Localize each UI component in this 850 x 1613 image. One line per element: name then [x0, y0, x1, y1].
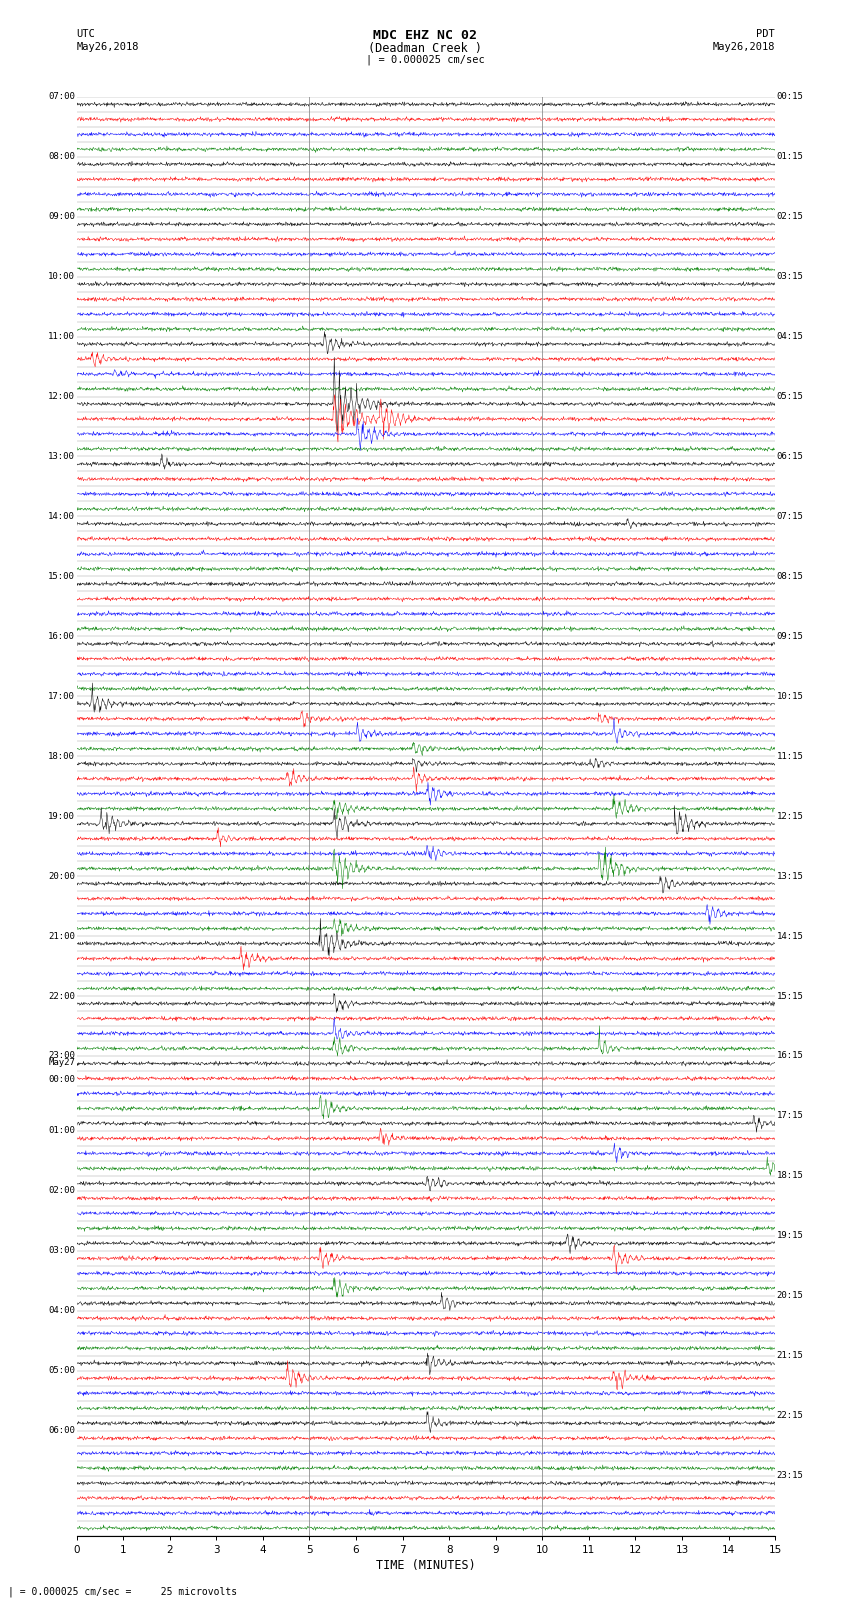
Text: 06:15: 06:15: [777, 452, 803, 461]
Text: 12:15: 12:15: [777, 811, 803, 821]
Text: 11:00: 11:00: [48, 332, 75, 340]
Text: 15:15: 15:15: [777, 992, 803, 1000]
Text: 03:00: 03:00: [48, 1247, 75, 1255]
X-axis label: TIME (MINUTES): TIME (MINUTES): [376, 1558, 476, 1571]
Text: 08:15: 08:15: [777, 573, 803, 581]
Text: 16:00: 16:00: [48, 632, 75, 640]
Text: 20:00: 20:00: [48, 871, 75, 881]
Text: 00:15: 00:15: [777, 92, 803, 102]
Text: 04:15: 04:15: [777, 332, 803, 340]
Text: 21:15: 21:15: [777, 1352, 803, 1360]
Text: 10:00: 10:00: [48, 273, 75, 281]
Text: 10:15: 10:15: [777, 692, 803, 700]
Text: 16:15: 16:15: [777, 1052, 803, 1060]
Text: 09:00: 09:00: [48, 213, 75, 221]
Text: 13:00: 13:00: [48, 452, 75, 461]
Text: 22:00: 22:00: [48, 992, 75, 1000]
Text: 18:00: 18:00: [48, 752, 75, 761]
Text: 08:00: 08:00: [48, 152, 75, 161]
Text: 05:00: 05:00: [48, 1366, 75, 1376]
Text: 17:15: 17:15: [777, 1111, 803, 1121]
Text: 22:15: 22:15: [777, 1411, 803, 1419]
Text: | = 0.000025 cm/sec: | = 0.000025 cm/sec: [366, 55, 484, 66]
Text: 23:15: 23:15: [777, 1471, 803, 1481]
Text: PDT: PDT: [756, 29, 775, 39]
Text: 03:15: 03:15: [777, 273, 803, 281]
Text: May26,2018: May26,2018: [712, 42, 775, 52]
Text: 07:15: 07:15: [777, 511, 803, 521]
Text: 02:15: 02:15: [777, 213, 803, 221]
Text: 12:00: 12:00: [48, 392, 75, 402]
Text: May27: May27: [48, 1058, 75, 1066]
Text: 19:00: 19:00: [48, 811, 75, 821]
Text: 18:15: 18:15: [777, 1171, 803, 1181]
Text: 17:00: 17:00: [48, 692, 75, 700]
Text: | = 0.000025 cm/sec =     25 microvolts: | = 0.000025 cm/sec = 25 microvolts: [8, 1586, 238, 1597]
Text: May26,2018: May26,2018: [76, 42, 139, 52]
Text: 06:00: 06:00: [48, 1426, 75, 1436]
Text: 20:15: 20:15: [777, 1292, 803, 1300]
Text: UTC: UTC: [76, 29, 95, 39]
Text: 05:15: 05:15: [777, 392, 803, 402]
Text: 02:00: 02:00: [48, 1187, 75, 1195]
Text: 21:00: 21:00: [48, 932, 75, 940]
Text: 14:00: 14:00: [48, 511, 75, 521]
Text: (Deadman Creek ): (Deadman Creek ): [368, 42, 482, 55]
Text: 23:00: 23:00: [48, 1052, 75, 1060]
Text: 01:15: 01:15: [777, 152, 803, 161]
Text: 11:15: 11:15: [777, 752, 803, 761]
Text: 09:15: 09:15: [777, 632, 803, 640]
Text: 14:15: 14:15: [777, 932, 803, 940]
Text: 04:00: 04:00: [48, 1307, 75, 1315]
Text: 19:15: 19:15: [777, 1231, 803, 1240]
Text: 00:00: 00:00: [48, 1076, 75, 1084]
Text: 13:15: 13:15: [777, 871, 803, 881]
Text: 07:00: 07:00: [48, 92, 75, 102]
Text: MDC EHZ NC 02: MDC EHZ NC 02: [373, 29, 477, 42]
Text: 15:00: 15:00: [48, 573, 75, 581]
Text: 01:00: 01:00: [48, 1126, 75, 1136]
